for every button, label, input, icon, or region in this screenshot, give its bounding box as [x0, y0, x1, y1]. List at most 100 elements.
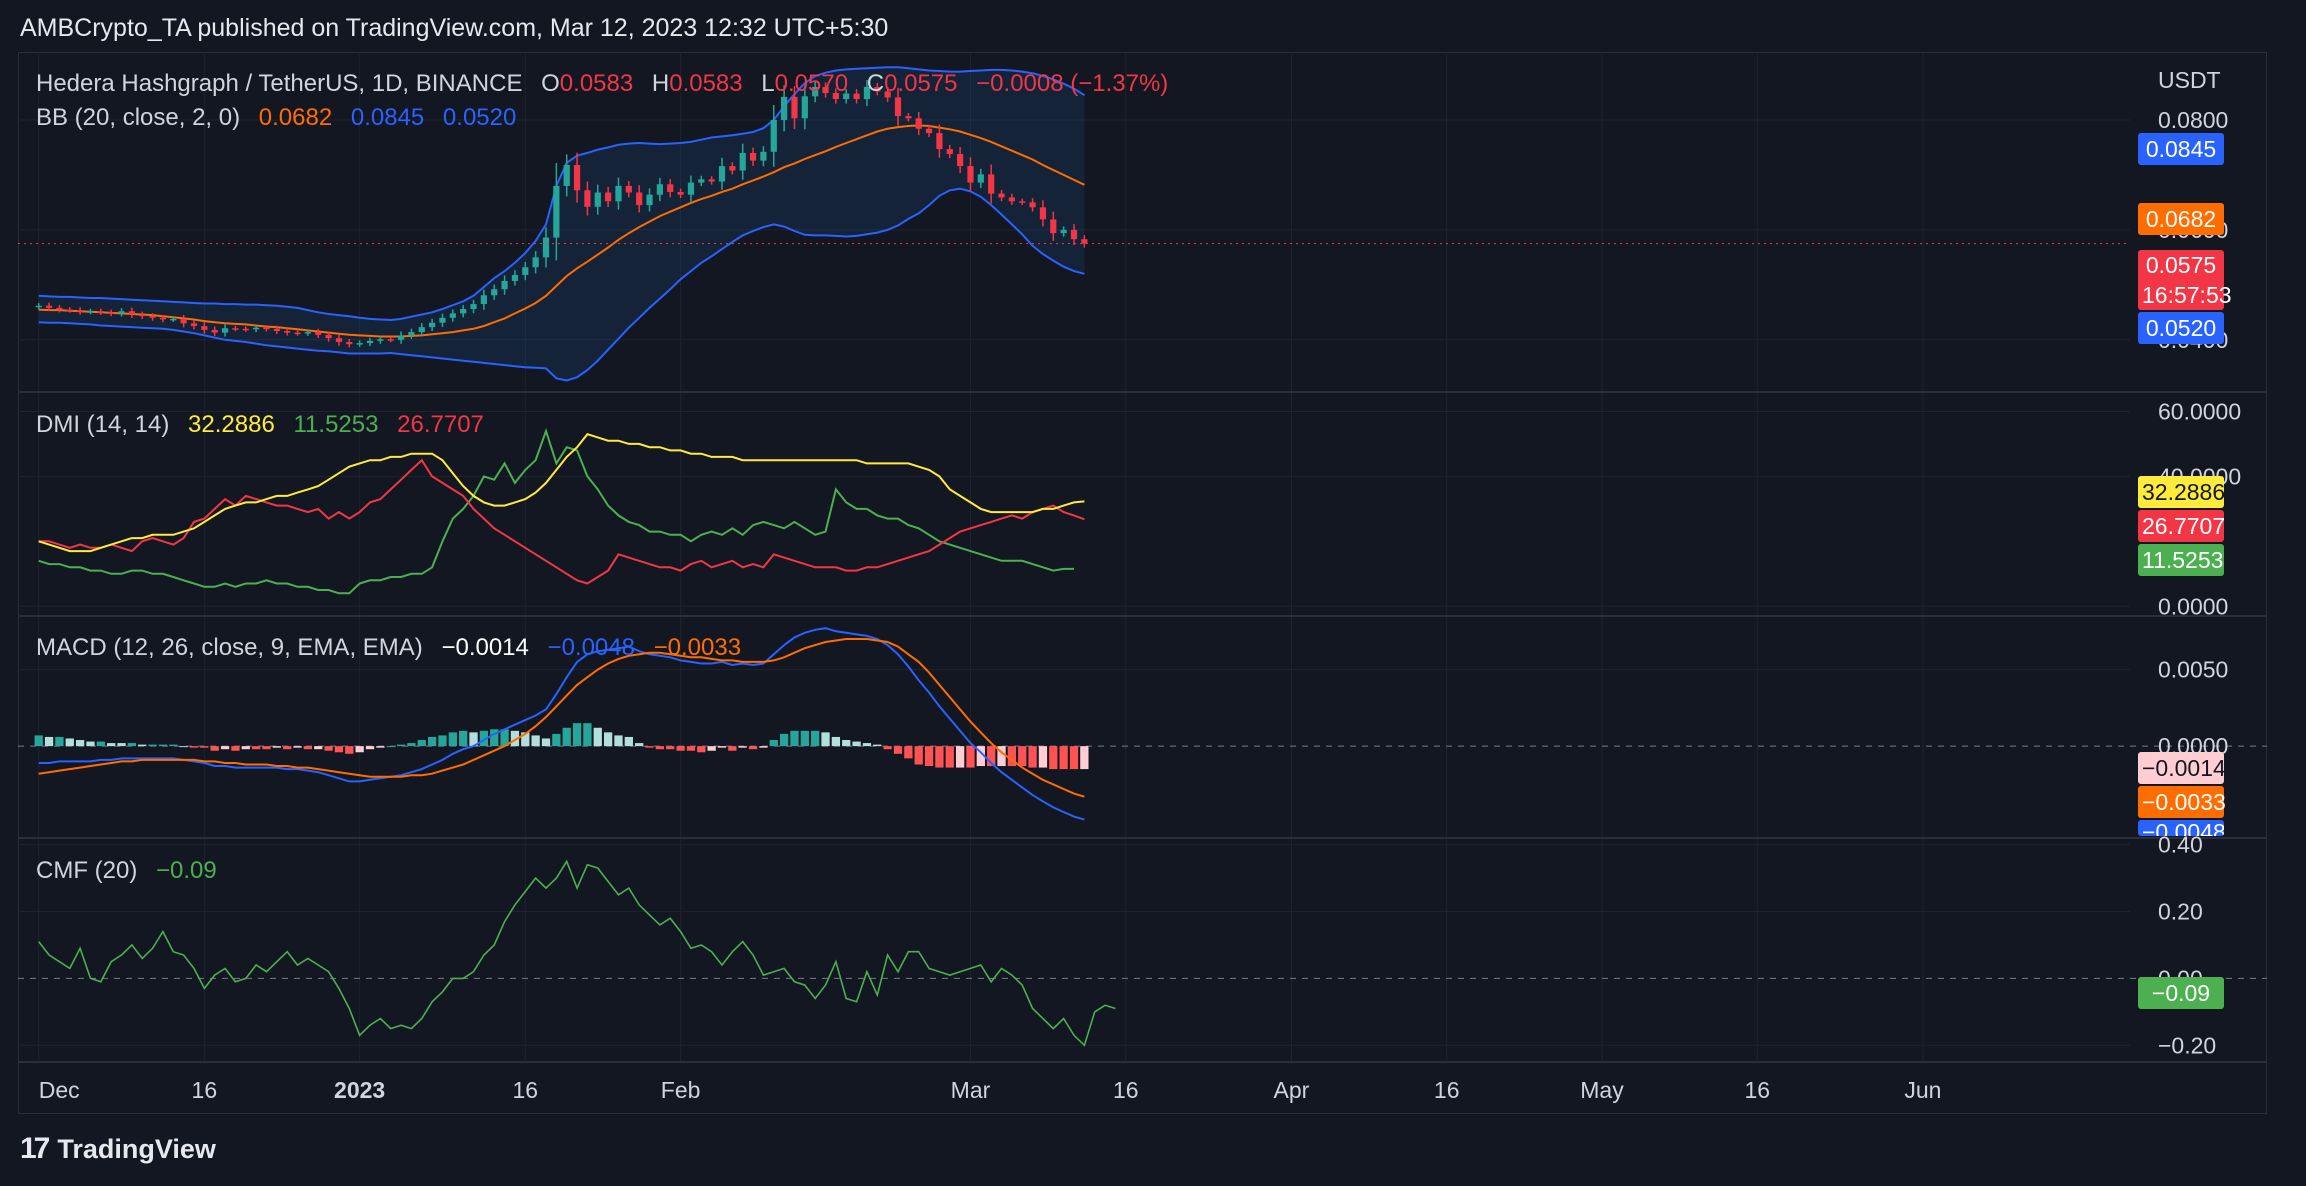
tag-bb-lower: 0.0520 — [2138, 312, 2224, 344]
macd-hist-bar-12 — [158, 744, 168, 747]
macd-hist-bar-77 — [831, 736, 841, 747]
candle-body-2 — [56, 307, 63, 310]
macd-hist-bar-27 — [314, 746, 323, 750]
macd-hist-bar-0 — [34, 735, 43, 747]
dmi-legend[interactable]: DMI (14, 14) 32.2886 11.5253 26.7707 — [36, 411, 496, 439]
bb-band-fill — [38, 67, 1085, 381]
candle-body-79 — [853, 93, 860, 100]
low-value: 0.0570 — [774, 70, 849, 97]
macd-hist-bar-80 — [862, 743, 872, 747]
candle-body-52 — [573, 165, 581, 191]
candle-body-14 — [180, 318, 187, 324]
candle-body-83 — [894, 97, 902, 117]
macd-hist-bar-30 — [345, 746, 354, 754]
macd-hist-bar-97 — [1038, 746, 1048, 768]
candle-body-64 — [698, 179, 705, 183]
countdown-text: 16:57:53 — [2142, 282, 2232, 308]
dmi-plus-value: 11.5253 — [293, 411, 379, 438]
macd-label: MACD (12, 26, close, 9, EMA, EMA) — [36, 634, 423, 661]
cmf-axis-tick-3: −0.20 — [2158, 1032, 2216, 1058]
tag-bb-basis: 0.0682 — [2138, 203, 2224, 235]
macd-hist-bar-7 — [107, 743, 116, 747]
macd-hist-bar-71 — [769, 740, 778, 747]
macd-hist-bar-62 — [676, 746, 685, 751]
macd-hist-bar-44 — [490, 729, 499, 747]
macd-hist-bar-34 — [386, 746, 395, 748]
price-axis-tick-0: 0.0800 — [2158, 107, 2228, 133]
candle-body-16 — [201, 326, 208, 330]
candle-body-90 — [967, 166, 974, 183]
macd-hist-bar-59 — [645, 746, 654, 748]
candle-body-60 — [656, 184, 663, 195]
macd-hist-bar-48 — [531, 735, 540, 747]
candle-body-6 — [97, 311, 104, 313]
macd-hist-bar-11 — [148, 744, 157, 747]
candle-body-44 — [491, 289, 498, 296]
macd-hist-bar-83 — [893, 746, 903, 754]
macd-hist-bar-68 — [738, 746, 747, 748]
candle-body-32 — [366, 340, 374, 344]
macd-hist-bar-49 — [541, 738, 551, 747]
macd-hist-bar-13 — [169, 744, 178, 747]
macd-hist-value: −0.0014 — [441, 634, 529, 661]
macd-hist-bar-50 — [552, 733, 561, 747]
candle-body-84 — [905, 116, 912, 119]
macd-hist-bar-41 — [459, 730, 468, 747]
candle-body-31 — [356, 343, 363, 345]
price-axis-unit: USDT — [2158, 67, 2221, 93]
candle-body-80 — [863, 86, 871, 100]
candle-body-45 — [501, 280, 508, 290]
macd-hist-bar-35 — [396, 744, 406, 747]
candle-body-76 — [822, 86, 829, 94]
tag-macd-line: −0.0048 — [2138, 820, 2224, 836]
dmi-axis-tick-2: 0.0000 — [2158, 593, 2228, 619]
time-axis-label-9: May — [1580, 1077, 1624, 1103]
candle-body-59 — [646, 194, 653, 206]
open-value: 0.0583 — [559, 70, 634, 97]
candle-body-0 — [35, 305, 42, 308]
close-label: C — [866, 70, 885, 97]
candle-body-101 — [1081, 239, 1088, 244]
candle-body-57 — [625, 185, 632, 193]
time-axis-label-10: 16 — [1744, 1077, 1770, 1103]
macd-hist-bar-43 — [479, 730, 489, 747]
tradingview-footer[interactable]: 17 TradingView — [20, 1132, 216, 1166]
candle-body-27 — [315, 332, 322, 335]
main-legend[interactable]: Hedera Hashgraph / TetherUS, 1D, BINANCE… — [36, 70, 1180, 98]
macd-hist-bar-95 — [1018, 746, 1027, 767]
macd-hist-bar-70 — [759, 746, 768, 748]
candle-body-3 — [66, 309, 73, 312]
candle-body-26 — [304, 332, 311, 334]
dmi-label: DMI (14, 14) — [36, 411, 170, 438]
macd-hist-bar-36 — [407, 743, 416, 747]
cmf-legend[interactable]: CMF (20) −0.09 — [36, 857, 229, 885]
macd-legend[interactable]: MACD (12, 26, close, 9, EMA, EMA) −0.001… — [36, 634, 753, 662]
candle-body-19 — [232, 328, 239, 330]
dmi-pane — [18, 410, 2130, 607]
bb-legend[interactable]: BB (20, close, 2, 0) 0.0682 0.0845 0.052… — [36, 104, 528, 132]
macd-pane — [18, 627, 2267, 821]
macd-hist-bar-75 — [811, 730, 820, 747]
candle-body-56 — [615, 185, 622, 202]
tag-macd-signal: −0.0033 — [2138, 786, 2226, 818]
dmi-plus-line — [38, 427, 1074, 595]
macd-hist-bar-60 — [655, 746, 665, 750]
tag-close-price: 0.0575 16:57:53 — [2138, 250, 2232, 310]
candle-body-25 — [294, 332, 301, 335]
candle-body-8 — [118, 311, 125, 314]
time-axis-label-11: Jun — [1904, 1077, 1941, 1103]
dmi-axis-tick-0: 60.0000 — [2158, 398, 2241, 424]
time-axis-label-2: 2023 — [334, 1077, 385, 1103]
macd-hist-bar-2 — [55, 736, 64, 747]
candle-body-47 — [522, 267, 529, 275]
macd-hist-bar-15 — [189, 746, 199, 748]
candle-body-5 — [87, 311, 94, 313]
candle-body-69 — [749, 152, 757, 161]
close-price-text: 0.0575 — [2145, 252, 2217, 278]
macd-hist-bar-87 — [935, 746, 944, 768]
candle-body-43 — [480, 295, 487, 305]
macd-hist-bar-57 — [624, 736, 633, 747]
candle-body-39 — [439, 317, 446, 323]
chart-frame[interactable] — [18, 52, 2267, 1114]
